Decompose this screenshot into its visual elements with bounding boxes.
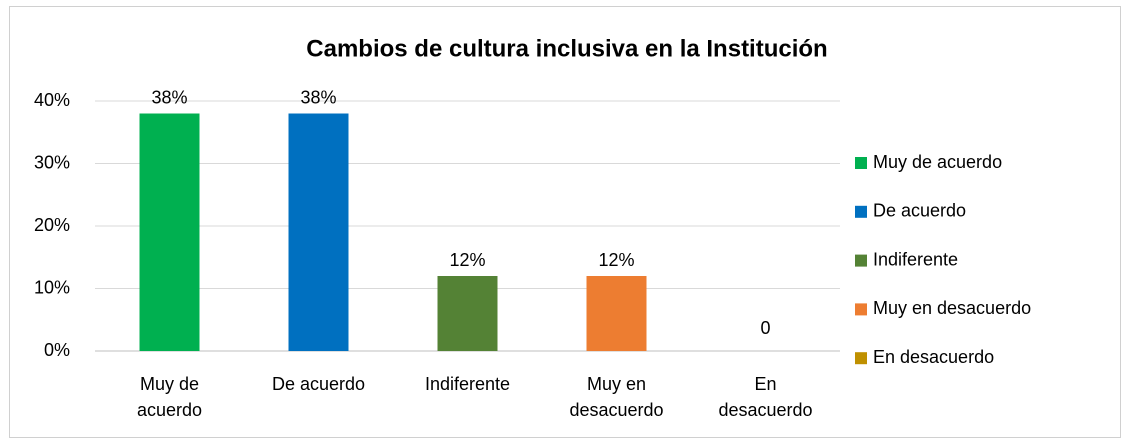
chart-title: Cambios de cultura inclusiva en la Insti…: [306, 35, 827, 62]
bar: [437, 276, 498, 351]
x-tick-label: Indiferente: [424, 374, 511, 394]
bar: [139, 113, 200, 351]
value-label: 12%: [598, 250, 634, 270]
x-tick-label: En desacuerdo: [718, 374, 813, 420]
legend-swatch: [855, 352, 867, 365]
legend-swatch: [855, 254, 867, 267]
legend-label: Muy en desacuerdo: [873, 298, 1031, 318]
x-tick-label: Muy de acuerdo: [136, 374, 203, 420]
bar: [288, 113, 349, 351]
value-label: 38%: [300, 87, 336, 107]
y-tick-label: 40%: [34, 90, 70, 110]
y-tick-label: 0%: [44, 340, 70, 360]
legend-label: De acuerdo: [873, 201, 966, 221]
value-label: 12%: [449, 250, 485, 270]
y-tick-label: 30%: [34, 152, 70, 172]
y-tick-label: 20%: [34, 215, 70, 235]
value-label: 38%: [151, 87, 187, 107]
x-tick-label: De acuerdo: [271, 374, 366, 394]
legend-swatch: [855, 303, 867, 316]
bar: [586, 276, 647, 351]
legend-swatch: [855, 205, 867, 218]
legend-label: En desacuerdo: [873, 347, 994, 367]
value-label: 0: [760, 318, 770, 338]
legend-label: Indiferente: [873, 249, 958, 269]
legend-swatch: [855, 157, 867, 169]
x-tick-label: Muy en desacuerdo: [569, 374, 664, 420]
y-tick-label: 10%: [34, 277, 70, 297]
legend-label: Muy de acuerdo: [873, 152, 1002, 172]
